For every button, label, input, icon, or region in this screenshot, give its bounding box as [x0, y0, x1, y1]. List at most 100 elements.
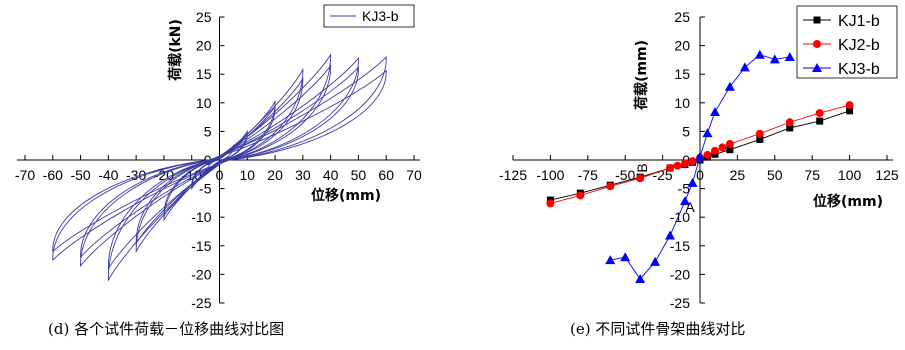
x-tick-label: 25	[730, 167, 746, 183]
y-tick-label: -5	[199, 181, 212, 197]
y-tick-label: 20	[674, 38, 690, 54]
marker-triangle	[650, 256, 661, 266]
marker-circle	[666, 164, 675, 173]
marker-triangle	[769, 54, 780, 64]
marker-circle	[636, 174, 645, 183]
marker-circle	[755, 129, 764, 138]
y-axis-title: 荷载(mm)	[633, 40, 650, 111]
marker-circle	[606, 182, 615, 191]
y-tick-label: -20	[191, 266, 211, 282]
x-tick-label: 30	[295, 167, 311, 183]
x-axis-title: 位移(mm)	[813, 193, 883, 210]
caption-left: (d) 各个试件荷载－位移曲线对比图	[48, 320, 285, 338]
x-tick-label: -100	[536, 167, 564, 183]
series-KJ3-b	[605, 49, 795, 283]
x-axis-title: 位移(mm)	[311, 187, 381, 204]
marker-circle	[710, 146, 719, 155]
x-tick-label: 50	[351, 167, 367, 183]
legend-box	[323, 4, 415, 28]
left-chart: -70 -60 -50 -40 -30 -20 -10 0 10 20 30 40 50 60 70 25 20…	[15, 4, 422, 311]
annotation-a: A	[685, 199, 695, 215]
marker-triangle	[695, 151, 705, 161]
y-tick-label: -20	[670, 266, 690, 282]
marker-circle	[785, 118, 794, 127]
marker-square	[813, 16, 821, 24]
x-tick-label: 75	[804, 167, 820, 183]
marker-triangle	[739, 62, 750, 72]
hysteresis-loop	[80, 66, 359, 259]
marker-triangle	[620, 252, 631, 262]
y-tick-label: 25	[674, 9, 690, 25]
y-tick-label: 10	[196, 95, 212, 111]
x-tick-label: -70	[15, 167, 35, 183]
x-tick-label: -60	[43, 167, 63, 183]
y-tick-label: 5	[204, 123, 212, 139]
x-tick-label: -50	[70, 167, 90, 183]
x-tick-label: -50	[615, 167, 635, 183]
x-tick-label: -30	[126, 167, 146, 183]
y-tick-label: 20	[196, 38, 212, 54]
y-tick-label: -10	[191, 209, 211, 225]
marker-square	[756, 135, 764, 143]
legend-label: KJ3-b	[838, 61, 880, 78]
marker-circle	[688, 157, 697, 166]
x-tick-label: 60	[378, 167, 394, 183]
hysteresis-loop	[107, 64, 332, 271]
legend-label: KJ3-b	[362, 8, 399, 24]
marker-circle	[725, 139, 734, 148]
marker-circle	[681, 159, 690, 168]
marker-triangle	[724, 81, 735, 91]
x-tick-label: -75	[578, 167, 598, 183]
marker-triangle	[680, 196, 691, 206]
marker-circle	[845, 101, 854, 110]
legend-label: KJ1-b	[838, 13, 880, 30]
marker-circle	[546, 199, 555, 208]
marker-square	[846, 107, 854, 115]
legend-label: KJ2-b	[838, 37, 880, 54]
right-chart: -125-100-75-50-2502550751001252520151050…	[499, 5, 899, 311]
marker-triangle	[812, 63, 822, 72]
marker-triangle	[605, 255, 616, 265]
y-axis-title: 荷载(kN)	[167, 19, 184, 82]
marker-circle	[718, 143, 727, 152]
caption-right: (e) 不同试件骨架曲线对比	[570, 320, 746, 338]
marker-circle	[703, 150, 712, 159]
hysteresis-loop	[52, 69, 387, 253]
x-tick-label: 50	[767, 167, 783, 183]
x-tick-label: 40	[323, 167, 339, 183]
marker-triangle	[687, 177, 698, 187]
x-tick-label: -125	[499, 167, 527, 183]
y-tick-label: 15	[196, 66, 212, 82]
y-tick-label: -25	[191, 295, 211, 311]
y-tick-label: -5	[678, 181, 691, 197]
marker-circle	[576, 191, 585, 200]
x-tick-label: 100	[838, 167, 862, 183]
marker-triangle	[665, 230, 676, 240]
y-tick-label: 10	[674, 95, 690, 111]
x-tick-label: 10	[239, 167, 255, 183]
marker-square	[726, 146, 734, 154]
legend: KJ3-b	[323, 4, 415, 28]
y-tick-label: -25	[670, 295, 690, 311]
marker-triangle	[784, 52, 795, 62]
y-tick-label: -15	[191, 238, 211, 254]
x-tick-label: 0	[696, 167, 704, 183]
marker-circle	[673, 161, 682, 170]
x-tick-label: 20	[267, 167, 283, 183]
marker-square	[786, 124, 794, 132]
x-tick-label: -40	[98, 167, 118, 183]
annotation-b: B	[634, 163, 650, 172]
y-tick-label: 5	[682, 123, 690, 139]
marker-circle	[815, 109, 824, 118]
marker-triangle	[702, 128, 713, 138]
marker-circle	[813, 40, 821, 48]
marker-triangle	[635, 273, 646, 283]
y-tick-label: 15	[674, 66, 690, 82]
marker-triangle	[754, 49, 765, 59]
x-tick-label: 70	[406, 167, 422, 183]
x-tick-label: 0	[216, 167, 224, 183]
x-tick-label: 125	[875, 167, 899, 183]
marker-triangle	[709, 106, 720, 116]
legend: KJ1-b KJ2-b KJ3-b	[796, 5, 898, 79]
